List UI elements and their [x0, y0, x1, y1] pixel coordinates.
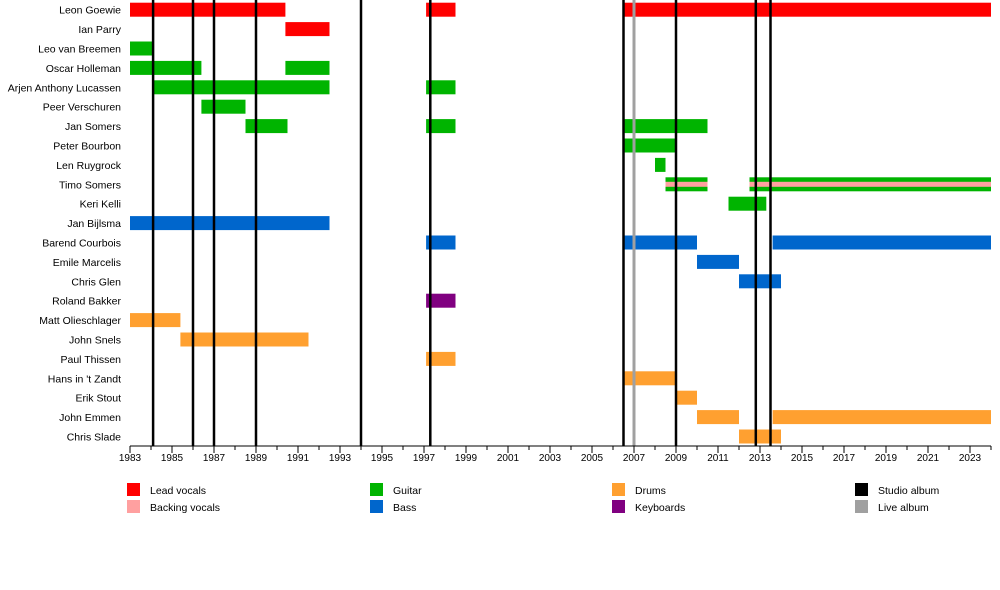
x-tick-label: 2019	[875, 453, 898, 464]
member-bar	[426, 2, 456, 17]
member-bar	[130, 60, 202, 75]
member-bar	[655, 157, 666, 172]
member-bar	[623, 138, 676, 153]
member-label: Len Ruygrock	[56, 160, 122, 172]
member-bar	[728, 196, 767, 211]
x-tick-label: 2003	[539, 453, 562, 464]
legend-label: Keyboards	[635, 502, 685, 514]
member-label: Chris Slade	[67, 432, 121, 444]
member-labels: Leon Goewie Ian Parry Leo van Breemen Oscar…	[8, 5, 122, 444]
x-tick-label: 2009	[665, 453, 688, 464]
member-label: Chris Glen	[71, 276, 121, 288]
member-bars	[130, 2, 991, 444]
member-bar	[201, 99, 246, 114]
member-label: Timo Somers	[59, 179, 121, 191]
x-tick-label: 2007	[623, 453, 646, 464]
legend-swatch	[855, 500, 868, 513]
x-tick-label: 1989	[245, 453, 268, 464]
legend-label: Live album	[878, 502, 929, 514]
x-tick-label: 2017	[833, 453, 856, 464]
member-bar	[623, 371, 676, 386]
member-label: Leon Goewie	[59, 5, 121, 17]
member-bar	[739, 429, 781, 444]
member-bar	[130, 216, 330, 231]
legend-swatch	[612, 500, 625, 513]
x-tick-label: 1987	[203, 453, 226, 464]
x-tick-label: 1983	[119, 453, 142, 464]
member-label: Arjen Anthony Lucassen	[8, 82, 121, 94]
member-bar	[245, 119, 288, 134]
member-label: Emile Marcelis	[53, 257, 121, 269]
member-bar	[285, 60, 330, 75]
x-tick-label: 2023	[959, 453, 982, 464]
x-tick-label: 2011	[707, 453, 729, 464]
member-bar	[426, 351, 456, 366]
x-tick-label: 2001	[497, 453, 520, 464]
member-bar	[623, 119, 708, 134]
member-bar	[426, 80, 456, 95]
legend-label: Guitar	[393, 485, 422, 497]
x-axis: 1983 1985 1987 1989 1991 1993 1995 1997 1999 2001…	[119, 445, 992, 464]
member-bar	[130, 313, 181, 328]
member-label: John Emmen	[59, 412, 121, 424]
member-bar	[623, 2, 991, 17]
member-label: Barend Courbois	[42, 238, 121, 250]
member-bar	[772, 410, 991, 425]
member-label: Keri Kelli	[80, 199, 121, 211]
legend-swatch	[370, 483, 383, 496]
x-tick-label: 1985	[161, 453, 184, 464]
member-bar	[426, 119, 456, 134]
legend-label: Bass	[393, 502, 416, 514]
member-label: Erik Stout	[75, 393, 121, 405]
legend-swatch	[612, 483, 625, 496]
member-label: Hans in 't Zandt	[48, 373, 121, 385]
x-tick-label: 1997	[413, 453, 436, 464]
album-lines	[151, 0, 772, 446]
member-bar	[285, 22, 330, 37]
member-label: Paul Thissen	[60, 354, 121, 366]
member-bar	[130, 2, 286, 17]
x-tick-label: 2015	[791, 453, 814, 464]
backing-vocals-stripe	[749, 181, 991, 187]
member-label: Roland Bakker	[52, 296, 121, 308]
backing-vocals-stripe	[665, 181, 708, 187]
legend-swatch	[370, 500, 383, 513]
member-bar	[676, 390, 697, 405]
x-tick-label: 2021	[917, 453, 940, 464]
legend-label: Drums	[635, 485, 666, 497]
member-bar	[426, 293, 456, 308]
x-tick-label: 2005	[581, 453, 604, 464]
member-label: Oscar Holleman	[46, 63, 121, 75]
member-label: Jan Bijlsma	[67, 218, 121, 230]
legend-swatch	[127, 500, 140, 513]
legend-swatch	[855, 483, 868, 496]
member-label: Ian Parry	[78, 24, 121, 36]
member-bar	[180, 332, 309, 347]
member-bar	[772, 235, 991, 250]
x-tick-label: 2013	[749, 453, 772, 464]
x-tick-label: 1993	[329, 453, 352, 464]
member-bar	[623, 235, 697, 250]
member-bar	[153, 80, 330, 95]
legend-label: Studio album	[878, 485, 940, 497]
member-label: Peter Bourbon	[53, 141, 121, 153]
member-label: Matt Olieschlager	[39, 315, 121, 327]
x-tick-label: 1991	[287, 453, 310, 464]
legend: Lead vocals Backing vocals Guitar Bass Drums…	[127, 483, 940, 514]
legend-swatch	[127, 483, 140, 496]
member-bar	[426, 235, 456, 250]
member-label: Peer Verschuren	[43, 102, 121, 114]
x-tick-label: 1999	[455, 453, 478, 464]
member-bar	[739, 274, 781, 289]
legend-label: Lead vocals	[150, 485, 206, 497]
x-tick-label: 1995	[371, 453, 394, 464]
member-label: Leo van Breemen	[38, 44, 121, 56]
member-bar	[697, 254, 739, 269]
member-bar	[697, 410, 739, 425]
legend-label: Backing vocals	[150, 502, 220, 514]
member-label: John Snels	[69, 335, 121, 347]
member-label: Jan Somers	[65, 121, 121, 133]
member-bar	[130, 41, 154, 56]
